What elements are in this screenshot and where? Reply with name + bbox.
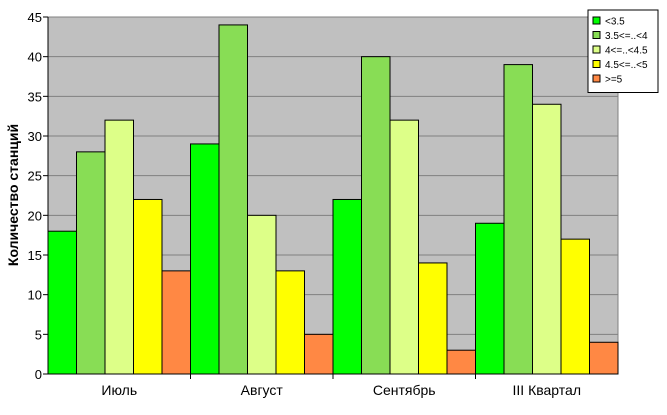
bar xyxy=(161,270,191,375)
x-category-label: III Квартал xyxy=(513,382,581,398)
bar xyxy=(532,103,562,375)
bar xyxy=(589,341,619,375)
legend-swatch xyxy=(592,45,601,54)
legend-label: >=5 xyxy=(605,75,623,86)
bar xyxy=(446,349,476,375)
y-axis-title: Количество станций xyxy=(5,124,21,266)
bar xyxy=(47,230,77,375)
legend-swatch xyxy=(592,74,601,83)
y-tick-label: 45 xyxy=(28,10,42,25)
x-category-label: Август xyxy=(241,382,284,398)
legend-label: 4.5<=..<5 xyxy=(605,60,648,71)
x-category-label: Сентябрь xyxy=(373,382,436,398)
y-tick-label: 25 xyxy=(28,169,42,184)
bar xyxy=(304,333,334,375)
legend: <3.5 3.5<=..<4 4<=..<4.5 4.5<=..<5 >=5 xyxy=(587,9,659,93)
legend-label: <3.5 xyxy=(605,17,625,28)
bar xyxy=(104,119,134,375)
bars xyxy=(47,24,619,375)
bar xyxy=(218,24,248,375)
bar xyxy=(76,151,106,375)
axes xyxy=(43,16,618,379)
legend-label: 3.5<=..<4 xyxy=(605,31,648,42)
bar xyxy=(247,214,277,375)
bar xyxy=(503,64,533,375)
y-tick-label: 30 xyxy=(28,129,42,144)
bar xyxy=(275,270,305,375)
bar xyxy=(418,262,448,375)
bar xyxy=(133,198,163,375)
bar xyxy=(190,143,220,375)
bar xyxy=(475,222,505,375)
y-tick-label: 10 xyxy=(28,288,42,303)
x-category-labels: Июль Август Сентябрь III Квартал xyxy=(101,382,581,398)
y-tick-label: 5 xyxy=(35,327,42,342)
y-tick-labels: 0 5 10 15 20 25 30 35 40 45 xyxy=(28,10,42,382)
x-category-label: Июль xyxy=(101,382,137,398)
y-tick-label: 40 xyxy=(28,50,42,65)
y-tick-label: 35 xyxy=(28,89,42,104)
legend-swatch xyxy=(592,60,601,68)
y-tick-label: 15 xyxy=(28,248,42,263)
bar xyxy=(560,238,590,375)
y-tick-label: 20 xyxy=(28,208,42,223)
legend-swatch xyxy=(592,31,601,39)
bar xyxy=(361,56,391,375)
y-tick-label: 0 xyxy=(35,367,42,382)
legend-swatch xyxy=(592,16,601,25)
bar xyxy=(389,119,419,375)
bar xyxy=(332,198,362,375)
legend-label: 4<=..<4.5 xyxy=(605,46,648,57)
